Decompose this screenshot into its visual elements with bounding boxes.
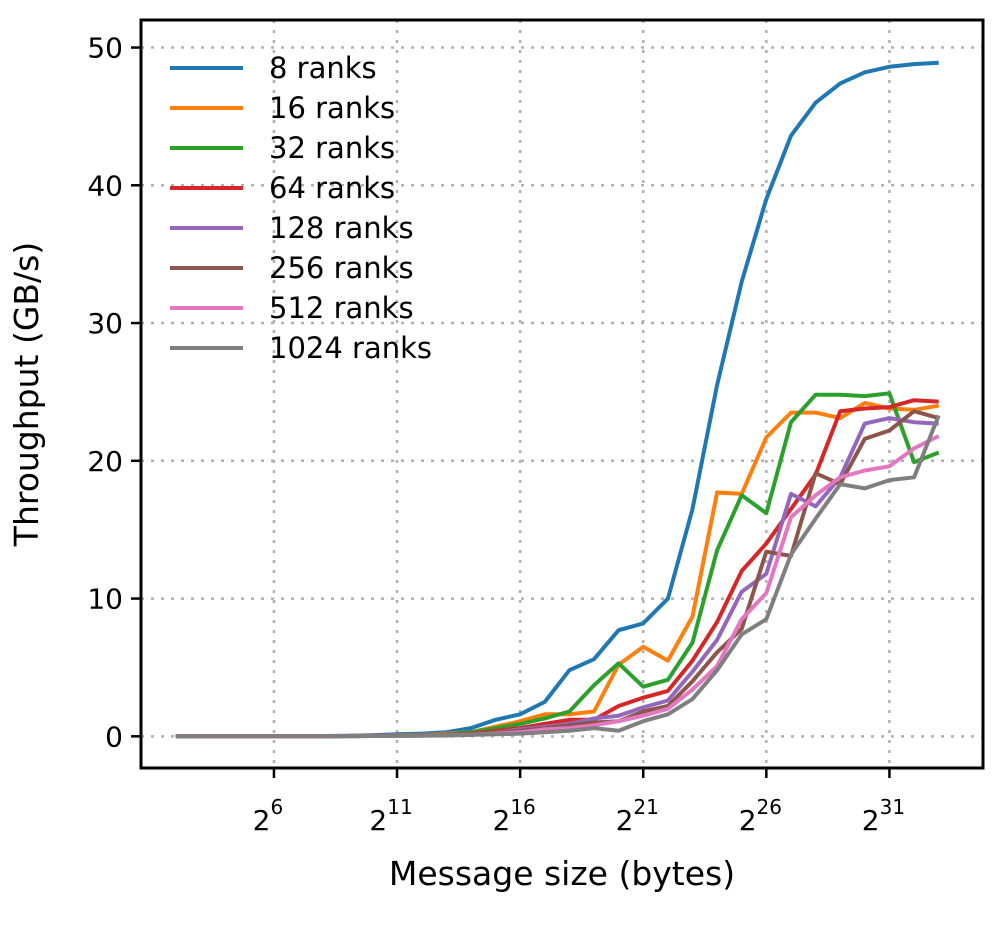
- x-tick-exponent: 16: [510, 795, 535, 819]
- series-line-512-ranks: [175, 434, 940, 739]
- x-tick-exponent: 6: [270, 795, 283, 819]
- x-tick-base: 2: [369, 804, 387, 837]
- x-tick-label: 226: [739, 795, 782, 837]
- x-tick-base: 2: [616, 804, 634, 837]
- legend-label: 64 ranks: [269, 171, 395, 205]
- grid: [141, 20, 983, 768]
- x-axis-label: Message size (bytes): [389, 854, 735, 893]
- x-tick-label: 211: [369, 795, 412, 837]
- x-tick-base: 2: [862, 804, 880, 837]
- x-tick-label: 231: [862, 795, 905, 837]
- legend-label: 1024 ranks: [269, 331, 432, 365]
- y-axis-label: Throughput (GB/s): [7, 242, 46, 547]
- x-tick-exponent: 31: [880, 795, 905, 819]
- x-tick-label: 221: [616, 795, 659, 837]
- y-tick-label: 30: [87, 307, 123, 340]
- x-tick-exponent: 26: [757, 795, 782, 819]
- y-tick-label: 50: [87, 32, 123, 65]
- legend-label: 16 ranks: [269, 91, 395, 125]
- x-tick-base: 2: [253, 804, 271, 837]
- legend: 8 ranks 16 ranks 32 ranks 64 ranks 128 ranks…: [170, 51, 432, 365]
- y-tick-label: 10: [87, 583, 123, 616]
- y-tick-label: 40: [87, 169, 123, 202]
- series-line-1024-ranks: [175, 414, 941, 739]
- plot-frame: [139, 18, 985, 770]
- legend-label: 256 ranks: [269, 251, 414, 285]
- x-tick-label: 216: [493, 795, 536, 837]
- x-tick-exponent: 11: [387, 795, 412, 819]
- legend-label: 32 ranks: [269, 131, 395, 165]
- y-tick-label: 20: [87, 445, 123, 478]
- legend-label: 512 ranks: [269, 291, 414, 325]
- x-tick-exponent: 21: [633, 795, 658, 819]
- x-tick-label: 26: [253, 795, 284, 837]
- legend-label: 128 ranks: [269, 211, 414, 245]
- legend-label: 8 ranks: [269, 51, 377, 85]
- y-tick-label: 0: [105, 720, 123, 753]
- x-tick-base: 2: [739, 804, 757, 837]
- series-lines: [175, 60, 941, 739]
- x-tick-base: 2: [493, 804, 511, 837]
